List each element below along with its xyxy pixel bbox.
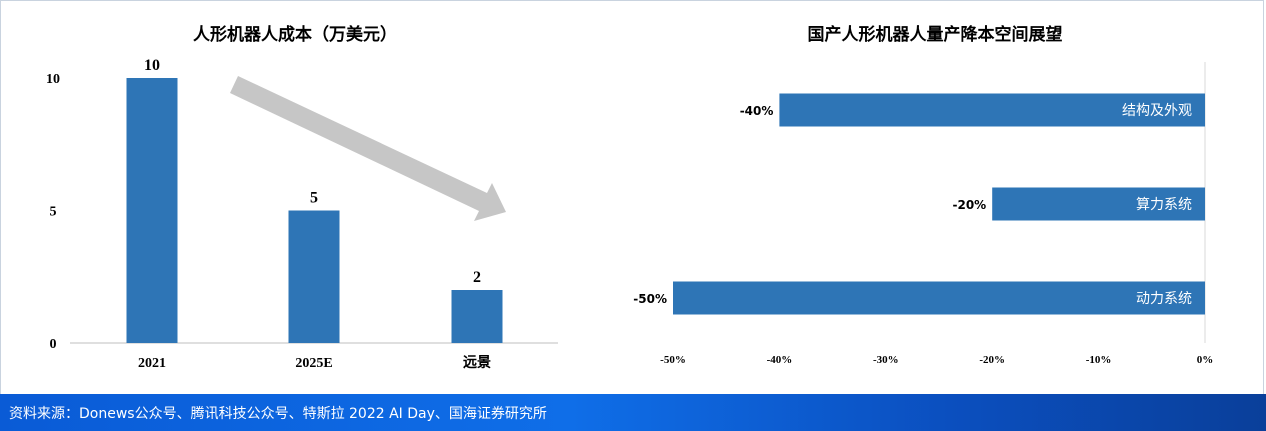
cost-bar <box>451 290 503 343</box>
bar-value-label: -20% <box>952 198 986 212</box>
bar-category-label: 动力系统 <box>1136 291 1192 307</box>
x-tick-label: 0% <box>1197 354 1214 366</box>
x-tick-label: 远景 <box>463 355 491 371</box>
y-tick-label: 0 <box>50 337 57 352</box>
charts-canvas: 0 5 10 10 2021 5 2025E 2 远景 结构及外观 -40% 算力系统 -20% 动力系统… <box>46 57 1214 371</box>
x-tick-label: -20% <box>979 354 1005 366</box>
x-tick-label: -30% <box>873 354 899 366</box>
reduction-bar <box>992 187 1205 221</box>
source-footer: 资料来源：Donews公众号、腾讯科技公众号、特斯拉 2022 AI Day、国… <box>0 394 1266 431</box>
x-tick-label: -40% <box>767 354 793 366</box>
source-note: 资料来源：Donews公众号、腾讯科技公众号、特斯拉 2022 AI Day、国… <box>9 406 547 422</box>
bar-value-label: 10 <box>144 57 160 74</box>
bar-value-label: 5 <box>310 190 318 207</box>
cost-chart-title: 人形机器人成本（万美元） <box>193 25 397 45</box>
bar-value-label: -40% <box>740 104 774 118</box>
bar-value-label: 2 <box>473 269 481 286</box>
bar-category-label: 结构及外观 <box>1122 103 1192 119</box>
bar-value-label: -50% <box>633 292 667 306</box>
cost-bar <box>288 210 340 343</box>
x-tick-label: 2021 <box>138 356 166 371</box>
cost-reduction-chart-title: 国产人形机器人量产降本空间展望 <box>807 25 1063 45</box>
cost-bar <box>126 78 178 343</box>
x-tick-label: -10% <box>1086 354 1112 366</box>
bar-category-label: 算力系统 <box>1136 197 1192 213</box>
y-tick-label: 10 <box>46 72 60 87</box>
reduction-bar <box>779 93 1205 127</box>
x-tick-label: 2025E <box>295 356 332 371</box>
x-tick-label: -50% <box>660 354 686 366</box>
y-tick-label: 5 <box>50 205 57 220</box>
trend-arrow <box>230 76 506 221</box>
reduction-bar <box>673 281 1205 315</box>
